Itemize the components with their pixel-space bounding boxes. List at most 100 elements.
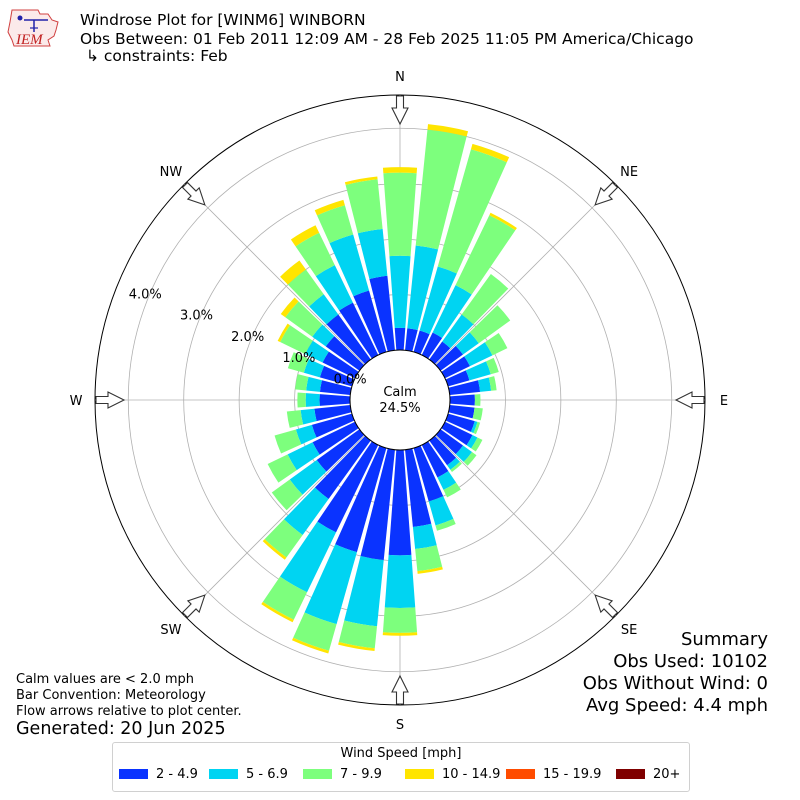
bar-230deg-bin-1 (289, 460, 327, 495)
bar-10deg-bin-0 (405, 328, 418, 352)
note-calm: Calm values are < 2.0 mph (16, 672, 195, 687)
bar-20deg-bin-1 (419, 266, 457, 335)
bar-180deg-bin-1 (384, 554, 416, 608)
grid-spoke-3 (435, 435, 616, 616)
compass-arrow-se (594, 594, 619, 619)
bar-70deg-bin-0 (445, 370, 470, 387)
bar-170deg-bin-2 (415, 545, 443, 572)
chart-subtitle-constraints: ↳ constraints: Feb (86, 47, 228, 65)
bar-100deg-bin-0 (448, 405, 475, 419)
compass-arrow-w (95, 391, 126, 409)
legend-item-1: 5 - 6.9 (209, 767, 288, 783)
legend-item-5: 20+ (616, 767, 680, 783)
bar-330deg-bin-1 (315, 265, 353, 311)
compass-label-sw: SW (160, 623, 181, 638)
bar-80deg-bin-2 (488, 376, 497, 391)
bar-330deg-bin-0 (339, 302, 379, 359)
bar-130deg-bin-0 (435, 429, 464, 455)
bar-320deg-bin-1 (309, 294, 339, 325)
compass-labels: N NE E SE S SW W NW (70, 70, 729, 733)
note-flow-arrows: Flow arrows relative to plot center. (16, 704, 242, 719)
summary-obs-used: Obs Used: 10102 (613, 651, 768, 672)
bar-150deg-bin-1 (437, 471, 457, 490)
bar-160deg-bin-2 (435, 518, 456, 531)
bar-310deg-bin-2 (285, 301, 323, 337)
bar-150deg-bin-2 (443, 482, 461, 498)
windrose-bars (261, 124, 517, 654)
bar-90deg-bin-2 (474, 394, 481, 406)
bar-0deg-bin-3 (382, 167, 418, 174)
legend-item-0: 2 - 4.9 (119, 767, 198, 783)
legend-swatch-5 (616, 768, 645, 779)
legend-label-1: 5 - 6.9 (246, 767, 288, 782)
bar-280deg-bin-1 (306, 376, 322, 392)
summary-heading: Summary (681, 629, 768, 650)
summary-obs-without-wind: Obs Without Wind: 0 (582, 673, 768, 694)
bar-120deg-bin-0 (441, 421, 473, 446)
bar-0deg-bin-2 (383, 172, 417, 257)
legend-label-4: 15 - 19.9 (543, 767, 602, 782)
bar-310deg-bin-1 (312, 324, 335, 347)
generated-date: Generated: 20 Jun 2025 (16, 719, 226, 739)
bar-240deg-bin-0 (312, 421, 359, 455)
compass-label-e: E (720, 394, 728, 409)
radial-tick-label-0: 0.0% (334, 372, 367, 387)
legend-item-3: 10 - 14.9 (405, 767, 500, 783)
grid-spoke-5 (184, 435, 365, 616)
bar-190deg-bin-2 (338, 620, 378, 649)
bar-350deg-bin-2 (345, 179, 383, 234)
bar-110deg-bin-0 (445, 413, 475, 432)
bar-60deg-bin-0 (441, 356, 470, 379)
compass-label-se: SE (621, 623, 637, 638)
compass-label-w: W (70, 394, 83, 409)
bar-10deg-bin-2 (415, 129, 467, 250)
bar-130deg-bin-2 (463, 451, 477, 466)
bar-260deg-bin-0 (314, 405, 352, 422)
bar-190deg-bin-0 (360, 448, 395, 561)
bar-70deg-bin-2 (486, 357, 499, 375)
compass-label-ne: NE (620, 165, 638, 180)
bar-240deg-bin-2 (267, 454, 297, 483)
radial-tick-labels: 0.0% 1.0% 2.0% 3.0% 4.0% (129, 287, 367, 387)
bar-180deg-bin-2 (382, 607, 418, 633)
bar-30deg-bin-0 (421, 332, 443, 359)
bar-240deg-bin-1 (287, 442, 320, 471)
bar-20deg-bin-2 (437, 149, 507, 274)
bar-350deg-bin-0 (369, 275, 395, 352)
bar-100deg-bin-2 (472, 407, 483, 421)
legend-title: Wind Speed [mph] (340, 746, 462, 761)
bar-330deg-bin-2 (295, 232, 335, 277)
legend-swatch-3 (405, 768, 434, 779)
bar-300deg-bin-3 (277, 323, 290, 343)
bar-50deg-bin-0 (435, 345, 464, 371)
compass-arrow-e (674, 391, 705, 409)
legend-item-4: 15 - 19.9 (506, 767, 601, 783)
bar-250deg-bin-2 (274, 429, 302, 454)
bar-280deg-bin-2 (295, 374, 309, 391)
bar-220deg-bin-0 (314, 435, 371, 499)
bar-250deg-bin-0 (311, 413, 355, 438)
bar-110deg-bin-2 (473, 421, 481, 435)
calm-circle (349, 349, 451, 451)
bar-140deg-bin-1 (447, 457, 460, 470)
iem-logo: IEM (7, 9, 59, 48)
bar-90deg-bin-0 (449, 394, 475, 406)
bar-40deg-bin-0 (429, 341, 451, 365)
bar-60deg-bin-2 (484, 332, 508, 356)
bar-250deg-bin-1 (295, 424, 317, 445)
compass-arrows (95, 95, 705, 705)
bar-50deg-bin-1 (455, 332, 479, 355)
bar-70deg-bin-1 (465, 361, 491, 381)
bar-10deg-bin-1 (407, 245, 439, 331)
bar-60deg-bin-1 (464, 342, 493, 367)
bar-200deg-bin-3 (292, 637, 330, 654)
bar-40deg-bin-2 (461, 274, 509, 325)
bar-220deg-bin-3 (262, 539, 287, 560)
bar-160deg-bin-0 (413, 445, 444, 502)
compass-arrow-s (391, 674, 409, 705)
grid-spoke-7 (184, 184, 365, 365)
compass-label-n: N (395, 70, 405, 85)
bar-170deg-bin-3 (417, 566, 443, 574)
bar-270deg-bin-2 (297, 392, 306, 408)
bar-320deg-bin-0 (326, 314, 371, 365)
